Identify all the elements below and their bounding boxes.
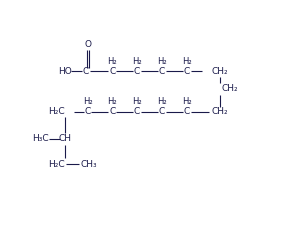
Text: CH: CH [58, 134, 72, 143]
Text: H₂: H₂ [182, 97, 191, 106]
Text: H₂: H₂ [132, 57, 142, 66]
Text: C: C [84, 107, 91, 116]
Text: C: C [184, 67, 190, 76]
Text: CH₃: CH₃ [81, 160, 97, 169]
Text: CH₂: CH₂ [211, 67, 228, 76]
Text: CH₂: CH₂ [211, 107, 228, 116]
Text: H₂: H₂ [182, 57, 191, 66]
Text: C: C [159, 107, 165, 116]
Text: H₂: H₂ [108, 57, 117, 66]
Text: H₃C: H₃C [32, 134, 49, 143]
Text: H₂: H₂ [132, 97, 142, 106]
Text: C: C [134, 107, 140, 116]
Text: CH₂: CH₂ [221, 84, 238, 93]
Text: C: C [109, 67, 115, 76]
Text: C: C [134, 67, 140, 76]
Text: HO: HO [58, 67, 72, 76]
Text: H₂: H₂ [108, 97, 117, 106]
Text: H₂C: H₂C [48, 160, 65, 169]
Text: H₂: H₂ [157, 57, 167, 66]
Text: C: C [184, 107, 190, 116]
Text: C: C [109, 107, 115, 116]
Text: H₂C: H₂C [48, 107, 65, 116]
Text: C: C [83, 67, 89, 76]
Text: C: C [159, 67, 165, 76]
Text: O: O [85, 40, 92, 49]
Text: H₂: H₂ [157, 97, 167, 106]
Text: H₂: H₂ [83, 97, 92, 106]
